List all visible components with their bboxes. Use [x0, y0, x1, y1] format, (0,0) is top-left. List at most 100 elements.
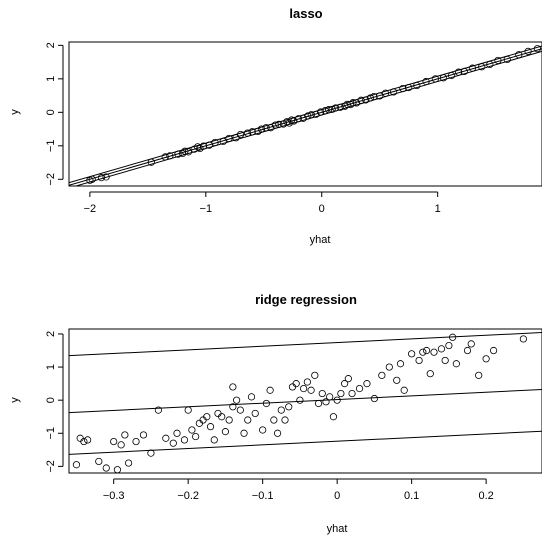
data-point — [262, 399, 270, 408]
data-point — [467, 340, 475, 348]
data-point — [304, 112, 312, 120]
data-point — [515, 51, 523, 59]
data-point — [357, 96, 365, 104]
data-point — [336, 103, 344, 111]
data-point — [376, 92, 384, 100]
data-point — [124, 459, 133, 467]
data-point — [422, 77, 430, 86]
data-point — [366, 94, 375, 102]
data-point — [102, 464, 110, 472]
data-point — [454, 68, 463, 76]
data-point — [247, 393, 256, 401]
data-point — [288, 383, 297, 391]
data-point — [431, 75, 439, 83]
data-point — [219, 137, 227, 146]
data-point — [475, 371, 483, 379]
band-lines — [69, 45, 542, 186]
data-point — [422, 346, 431, 355]
data-point — [205, 141, 213, 149]
data-point — [307, 111, 315, 119]
points — [86, 45, 541, 184]
x-ticks: −2 −1 0 1 — [84, 191, 441, 215]
data-point — [344, 375, 352, 383]
data-point — [312, 110, 320, 118]
y-tick-label: 2 — [45, 42, 57, 48]
data-point — [251, 409, 259, 418]
data-point — [266, 386, 274, 394]
data-point — [229, 383, 237, 391]
data-point — [72, 461, 81, 469]
data-point — [328, 105, 336, 113]
data-point — [76, 434, 84, 442]
data-point — [206, 423, 215, 431]
data-point — [482, 355, 490, 363]
data-point — [154, 406, 162, 414]
data-point — [257, 125, 266, 133]
data-point — [468, 64, 477, 72]
data-point — [316, 108, 325, 116]
band-lines — [69, 332, 542, 455]
data-point — [413, 81, 421, 90]
data-point — [322, 398, 330, 406]
data-point — [199, 142, 208, 150]
plot-box — [68, 41, 542, 187]
data-point — [281, 416, 289, 424]
x-axis-label: yhat — [327, 523, 348, 535]
data-point — [311, 371, 319, 379]
data-point — [447, 71, 456, 80]
data-point — [441, 356, 449, 365]
data-point — [326, 393, 334, 401]
data-point — [236, 406, 244, 414]
data-point — [181, 147, 189, 155]
data-point — [489, 346, 498, 355]
band-line — [69, 48, 542, 186]
data-point — [211, 138, 219, 147]
band-line — [69, 430, 542, 455]
chart-title: lasso — [289, 6, 322, 21]
data-point — [426, 370, 434, 378]
data-point — [408, 350, 416, 358]
data-point — [355, 384, 364, 393]
data-point — [348, 389, 356, 398]
data-point — [303, 378, 311, 386]
data-point — [110, 437, 118, 446]
data-point — [166, 152, 174, 160]
data-point — [399, 84, 407, 93]
y-tick-label: 0 — [45, 397, 57, 403]
data-point — [405, 83, 413, 92]
x-tick-label: −0.2 — [177, 490, 199, 502]
data-point — [147, 158, 155, 166]
data-point — [192, 432, 200, 441]
data-point — [169, 439, 177, 447]
data-point — [419, 348, 427, 356]
data-point — [314, 399, 323, 408]
data-point — [221, 428, 230, 436]
data-point — [132, 437, 140, 446]
data-point — [486, 60, 494, 69]
data-point — [430, 348, 438, 356]
band-line — [74, 50, 542, 186]
data-point — [102, 173, 110, 181]
y-tick-label: −2 — [45, 460, 57, 473]
data-point — [225, 134, 233, 143]
data-point — [449, 333, 457, 341]
x-ticks: −0.3 −0.2 −0.1 0 0.1 0.2 — [103, 478, 494, 502]
data-point — [248, 128, 256, 136]
y-tick-label: 1 — [45, 76, 57, 82]
data-point — [95, 457, 103, 466]
y-tick-label: 1 — [45, 364, 57, 370]
data-point — [400, 386, 408, 394]
data-point — [524, 47, 532, 55]
data-point — [121, 431, 129, 439]
data-point — [494, 56, 502, 65]
data-point — [271, 121, 279, 129]
y-tick-label: −1 — [45, 140, 57, 153]
data-point — [139, 431, 148, 439]
y-tick-label: 2 — [45, 331, 57, 337]
x-tick-label: 0 — [319, 203, 325, 215]
band-line — [69, 332, 542, 357]
data-point — [445, 341, 453, 350]
plot-box — [68, 328, 542, 474]
data-point — [273, 429, 282, 437]
data-point — [275, 120, 283, 128]
